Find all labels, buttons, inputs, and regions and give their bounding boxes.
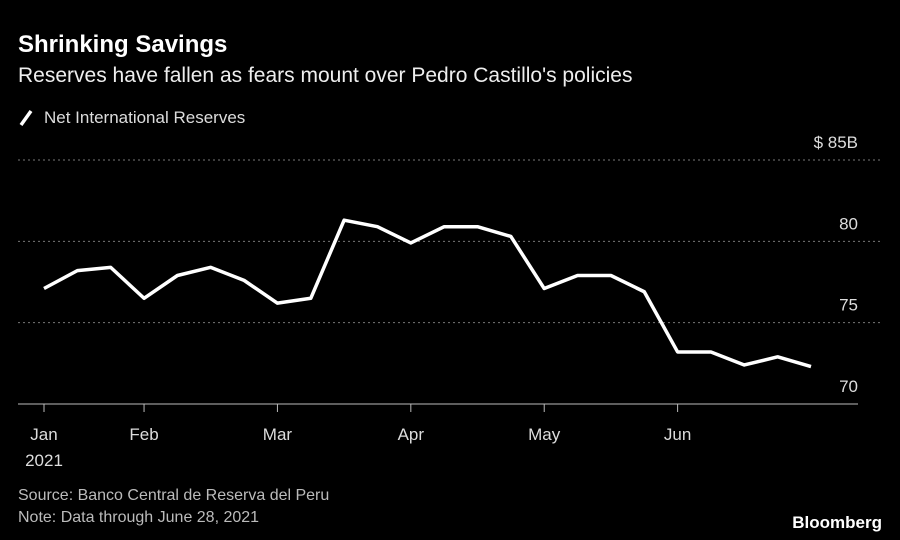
x-tick-label: Feb: [129, 425, 158, 444]
note: Note: Data through June 28, 2021: [18, 509, 259, 526]
x-tick-label: Jan: [30, 425, 57, 444]
x-tick-label: Apr: [398, 425, 425, 444]
brand: Bloomberg: [792, 513, 882, 532]
chart-subtitle: Reserves have fallen as fears mount over…: [18, 64, 632, 87]
y-tick-label: 75: [839, 296, 858, 315]
y-tick-label: 70: [839, 377, 858, 396]
y-tick-label: $ 85B: [814, 133, 858, 152]
x-tick-label: Jun: [664, 425, 691, 444]
source: Source: Banco Central de Reserva del Per…: [18, 487, 329, 504]
chart-title: Shrinking Savings: [18, 31, 227, 58]
y-tick-label: 80: [839, 214, 858, 233]
legend-icon: [19, 109, 33, 127]
x-year-label: 2021: [25, 451, 63, 470]
data-line: [43, 218, 812, 369]
x-tick-label: May: [528, 425, 561, 444]
legend-label: Net International Reserves: [44, 108, 245, 127]
x-tick-label: Mar: [263, 425, 293, 444]
